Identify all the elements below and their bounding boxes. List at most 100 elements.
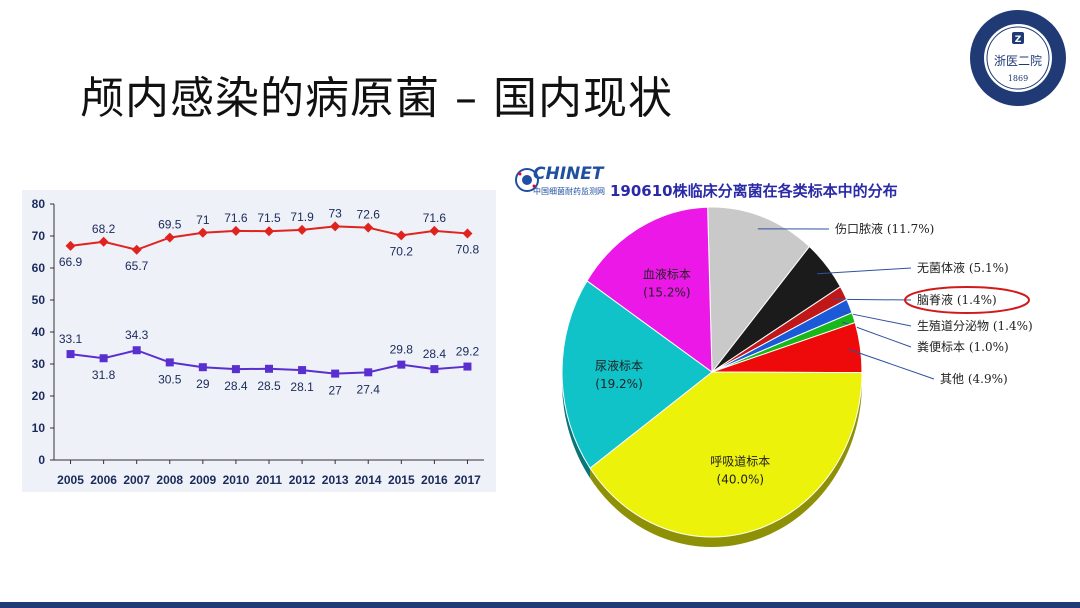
leader-line [817,267,912,275]
data-point-0 [164,232,175,243]
data-point-1 [463,362,472,371]
y-tick-label: 70 [32,229,46,243]
slice-pct-血液标本: (15.2%) [643,286,690,300]
data-label-1: 27 [328,384,342,398]
data-label-0: 68.2 [92,222,116,236]
y-tick-label: 30 [32,357,46,371]
data-label-1: 29.2 [456,345,480,359]
data-point-1 [430,365,439,374]
x-tick-label: 2006 [90,473,117,487]
data-label-1: 27.4 [357,382,381,396]
data-label-1: 28.1 [290,380,314,394]
bottom-accent-bar [0,602,1080,608]
y-tick-label: 60 [32,261,46,275]
x-tick-label: 2009 [189,473,216,487]
data-label-0: 71.6 [423,211,447,225]
y-tick-label: 0 [38,453,45,467]
pie-slice-血液标本 [586,206,713,374]
x-tick-label: 2010 [223,473,250,487]
data-point-1 [198,363,207,372]
data-point-0 [297,224,308,235]
pie-title: 190610株临床分离菌在各类标本中的分布 [610,182,898,200]
slice-label-尿液标本: 尿液标本 [595,358,643,373]
slice-label-粪便标本: 粪便标本 (1.0%) [917,340,1009,354]
y-tick-label: 10 [32,421,46,435]
chinet-logo [515,168,539,192]
data-point-1 [66,350,75,359]
data-point-0 [429,225,440,236]
data-point-1 [265,364,273,373]
slice-label-呼吸道标本: 呼吸道标本 [710,454,770,468]
data-label-1: 34.3 [125,328,149,342]
slice-label-伤口脓液: 伤口脓液 (11.7%) [835,221,934,236]
slice-label-生殖道分泌物: 生殖道分泌物 (1.4%) [917,318,1033,333]
data-label-0: 70.8 [456,242,480,256]
data-label-0: 69.5 [158,218,182,232]
x-tick-label: 2011 [256,473,282,487]
pie-slice-呼吸道标本 [589,371,863,538]
svg-text:Z: Z [1015,35,1022,45]
data-point-1 [397,360,406,369]
line-chart: 0 10 20 30 40 50 60 70 80 2005 2006 2007 2008 2009 201… [22,190,496,492]
data-point-1 [364,368,373,377]
data-point-1 [99,354,108,363]
data-point-1 [132,346,141,355]
data-point-1 [331,369,340,378]
seal-year: 1869 [1008,74,1028,83]
slice-label-其他: 其他 (4.9%) [940,372,1008,386]
x-tick-label: 2005 [57,473,84,487]
data-point-0 [330,221,341,232]
slice-label-无菌体液: 无菌体液 (5.1%) [917,260,1009,275]
data-label-1: 29 [196,377,210,391]
data-point-0 [230,225,241,236]
data-label-1: 28.4 [423,347,447,361]
data-point-1 [298,366,307,375]
data-point-1 [165,358,174,367]
data-label-1: 30.5 [158,372,182,386]
x-tick-label: 2012 [289,473,316,487]
data-point-0 [264,226,274,237]
data-label-1: 31.8 [92,368,116,382]
hospital-seal-logo: Z 浙医二院 1869 [970,10,1066,106]
pie-chart: 伤口脓液 (11.7%) 无菌体液 (5.1%) 脑脊液 (1.4%) 生殖道分泌物 … [561,206,1033,547]
data-label-1: 33.1 [59,332,83,346]
data-point-0 [131,244,142,255]
x-tick-label: 2014 [355,473,382,487]
seal-name: 浙医二院 [994,54,1042,68]
highlight-ellipse [904,286,1030,314]
x-tick-label: 2017 [454,473,481,487]
x-tick-label: 2016 [421,473,448,487]
y-tick-label: 40 [32,325,46,339]
data-label-0: 70.2 [390,244,414,258]
x-tick-label: 2015 [388,473,415,487]
leader-line [848,348,935,380]
x-tick-label: 2008 [156,473,183,487]
data-label-0: 71.9 [290,210,314,224]
data-point-0 [197,227,208,238]
data-label-0: 72.6 [357,208,381,222]
pie-slice-尿液标本 [561,280,713,469]
y-tick-label: 50 [32,293,46,307]
data-label-0: 71 [196,213,210,227]
data-point-0 [462,228,473,239]
data-label-1: 28.4 [224,379,248,393]
data-label-0: 65.7 [125,259,149,273]
x-tick-label: 2013 [322,473,349,487]
y-tick-label: 20 [32,389,46,403]
chinet-subtitle: 中国细菌耐药监测网 [533,187,605,196]
data-label-1: 28.5 [257,379,281,393]
data-point-0 [98,236,109,247]
x-tick-label: 2007 [123,473,150,487]
data-label-1: 29.8 [390,343,414,357]
page-title: 颅内感染的病原菌 – 国内现状 [80,73,673,124]
y-tick-label: 80 [32,197,46,211]
slice-pct-尿液标本: (19.2%) [595,377,642,391]
pie-slice-伤口脓液 [707,206,811,374]
data-point-1 [231,365,240,374]
slice-label-血液标本: 血液标本 [643,267,691,282]
data-label-0: 71.6 [224,211,248,225]
data-label-0: 66.9 [59,255,83,269]
slice-label-脑脊液: 脑脊液 (1.4%) [917,292,997,307]
slice-pct-呼吸道标本: (40.0%) [717,472,764,486]
data-label-0: 71.5 [257,211,281,225]
